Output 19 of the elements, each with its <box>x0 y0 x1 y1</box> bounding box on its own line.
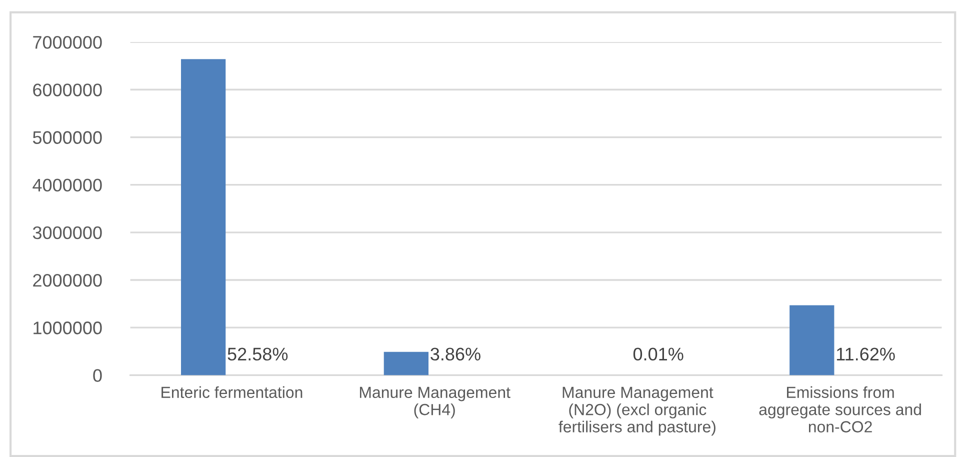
y-tick-label: 2000000 <box>33 274 102 287</box>
y-tick-label: 7000000 <box>33 36 102 49</box>
y-tick-label: 6000000 <box>33 84 102 96</box>
x-tick-label: Emissions from aggregate sources and non-CO2 <box>759 386 921 432</box>
bar <box>384 352 428 376</box>
y-tick-label: 4000000 <box>32 178 102 192</box>
x-tick-label: Enteric fermentation <box>162 386 302 398</box>
bar <box>181 59 226 376</box>
x-tick-label: Manure Management (CH4) <box>360 386 510 418</box>
annotation: 3.86% <box>430 348 480 361</box>
y-tick-label: 0 <box>93 369 102 382</box>
y-tick-label: 1000000 <box>34 322 102 334</box>
annotation: 0.01% <box>633 348 684 361</box>
y-tick-label: 3000000 <box>32 226 102 240</box>
x-tick-label: Manure Management (N2O) (excl organic fertilisers and pasture) <box>558 386 716 436</box>
annotation: 52.58% <box>228 348 288 361</box>
y-tick-label: 5000000 <box>32 131 102 144</box>
bar <box>790 305 834 376</box>
annotation: 11.62% <box>836 348 895 361</box>
